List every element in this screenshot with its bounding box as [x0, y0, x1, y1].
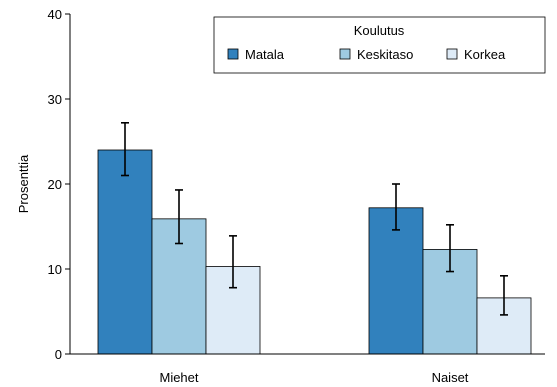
y-tick-label: 40: [48, 7, 62, 22]
legend-swatch-matala: [227, 48, 239, 60]
y-axis-title: Prosenttia: [16, 154, 31, 213]
legend: Koulutus Matala Keskitaso Korkea: [213, 16, 546, 74]
legend-label-matala: Matala: [245, 47, 285, 62]
legend-box: [213, 16, 546, 74]
axes-layer: Miehet Naiset 0 10 20 30 40 Prosenttia: [16, 7, 545, 385]
legend-title: Koulutus: [354, 23, 405, 38]
x-tick-label: Miehet: [159, 370, 198, 385]
y-tick-label: 30: [48, 92, 62, 107]
legend-label-keskitaso: Keskitaso: [357, 47, 413, 62]
y-tick-label: 10: [48, 262, 62, 277]
bar-matala-miehet: [97, 149, 153, 355]
x-tick-label: Naiset: [432, 370, 469, 385]
legend-swatch-korkea: [446, 48, 458, 60]
y-tick-label: 0: [55, 347, 62, 362]
bars-layer: [97, 122, 532, 355]
y-tick-label: 20: [48, 177, 62, 192]
legend-label-korkea: Korkea: [464, 47, 506, 62]
legend-swatch-keskitaso: [339, 48, 351, 60]
